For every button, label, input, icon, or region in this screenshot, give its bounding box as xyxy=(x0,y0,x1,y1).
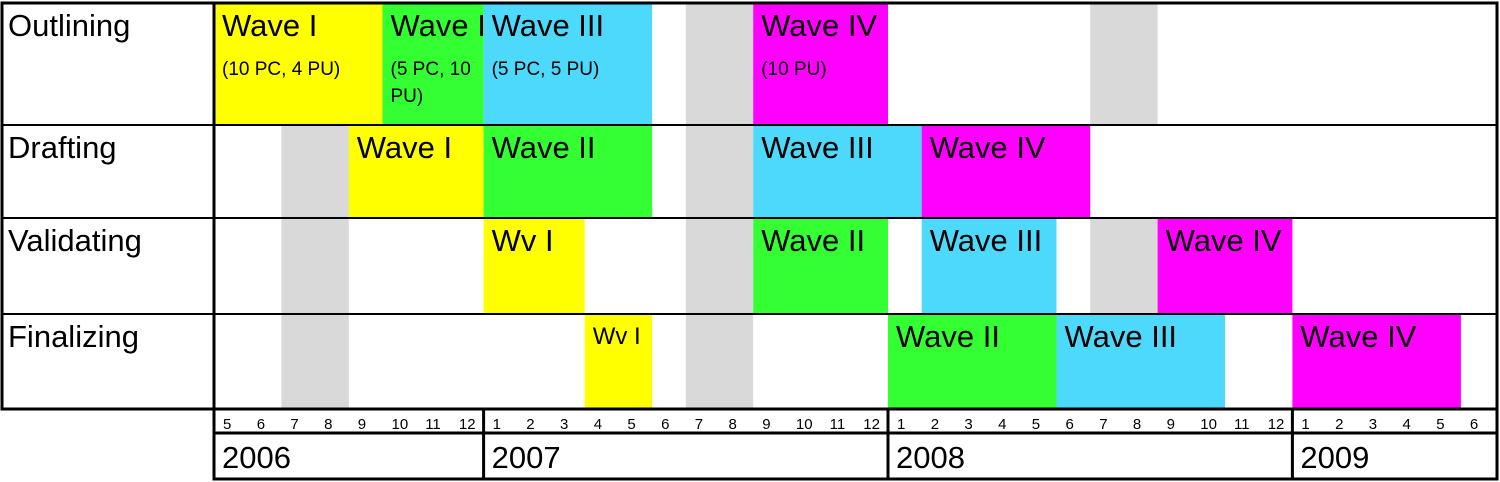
month-label: 11 xyxy=(425,416,441,433)
month-label: 10 xyxy=(1200,416,1217,433)
month-label: 3 xyxy=(560,416,568,433)
month-label: 11 xyxy=(830,416,846,433)
month-label: 5 xyxy=(627,416,635,433)
bar-label: Wave I xyxy=(222,8,317,43)
bar-wave-i xyxy=(214,3,383,125)
shaded-period xyxy=(685,125,754,218)
month-label: 7 xyxy=(290,416,298,433)
month-label: 3 xyxy=(1369,416,1377,433)
shaded-period xyxy=(1090,218,1158,314)
year-label: 2007 xyxy=(492,440,561,475)
shaded-period xyxy=(685,314,754,409)
bar-label: Wave II xyxy=(391,8,495,43)
shaded-period xyxy=(281,125,349,218)
bar-label: Wave IV xyxy=(1300,319,1416,354)
month-label: 9 xyxy=(358,416,366,433)
bar-wave-ii xyxy=(753,218,888,314)
bar-wave-i xyxy=(348,125,484,218)
bar-sublabel: (10 PC, 4 PU) xyxy=(222,59,340,80)
bar-label: Wv I xyxy=(492,223,554,258)
bar-wave-iii xyxy=(483,3,653,125)
month-label: 2 xyxy=(526,416,534,433)
axis-border xyxy=(212,407,1499,481)
row-label: Drafting xyxy=(8,130,117,165)
bar-sublabel: (10 PU) xyxy=(761,59,826,80)
shaded-period xyxy=(281,218,349,314)
bar-wave-iv xyxy=(1292,314,1461,409)
bar-label: Wv I xyxy=(593,323,641,350)
month-label: 8 xyxy=(729,416,737,433)
month-label: 2 xyxy=(931,416,939,433)
month-label: 7 xyxy=(1099,416,1107,433)
month-label: 8 xyxy=(1133,416,1141,433)
month-label: 2 xyxy=(1335,416,1343,433)
bar-label: Wave III xyxy=(492,8,605,43)
bar-label: Wave IV xyxy=(761,8,877,43)
month-label: 10 xyxy=(392,416,409,433)
month-label: 9 xyxy=(762,416,770,433)
month-label: 12 xyxy=(1268,416,1285,433)
shaded-period xyxy=(685,3,754,125)
bar-wave-ii xyxy=(483,125,653,218)
month-label: 1 xyxy=(1301,416,1309,433)
row-label: Outlining xyxy=(8,8,130,43)
bar-label: Wave III xyxy=(761,130,874,165)
month-label: 11 xyxy=(1234,416,1250,433)
month-label: 8 xyxy=(324,416,332,433)
bar-wave-ii xyxy=(888,314,1057,409)
bar-wave-iii xyxy=(1056,314,1225,409)
bar-label: Wave II xyxy=(492,130,596,165)
bar-label: Wave IV xyxy=(1166,223,1282,258)
bar-wave-iv xyxy=(1157,218,1293,314)
bar-sublabel: PU) xyxy=(391,86,424,107)
month-label: 12 xyxy=(459,416,476,433)
month-label: 4 xyxy=(1403,416,1411,433)
month-label: 5 xyxy=(1032,416,1040,433)
month-label: 12 xyxy=(863,416,880,433)
bar-wave-iv xyxy=(921,125,1091,218)
bar-sublabel: (5 PC, 5 PU) xyxy=(492,59,600,80)
month-label: 4 xyxy=(594,416,602,433)
month-label: 5 xyxy=(1436,416,1444,433)
bar-wave-iv xyxy=(753,3,888,125)
bar-label: Wave IV xyxy=(930,130,1046,165)
month-label: 3 xyxy=(964,416,972,433)
bar-wave-iii xyxy=(921,218,1057,314)
row-label: Validating xyxy=(8,223,142,258)
bar-sublabel: (5 PC, 10 xyxy=(391,59,471,80)
month-label: 6 xyxy=(1066,416,1074,433)
bar-label: Wave III xyxy=(930,223,1043,258)
bar-label: Wave I xyxy=(357,130,452,165)
shaded-period xyxy=(281,314,349,409)
year-label: 2009 xyxy=(1300,440,1369,475)
year-label: 2006 xyxy=(222,440,291,475)
bar-label: Wave III xyxy=(1065,319,1178,354)
month-label: 4 xyxy=(998,416,1006,433)
month-label: 9 xyxy=(1167,416,1175,433)
year-label: 2008 xyxy=(896,440,965,475)
row-label: Finalizing xyxy=(8,319,139,354)
bar-label: Wave II xyxy=(896,319,1000,354)
month-label: 1 xyxy=(493,416,501,433)
bar-wave-iii xyxy=(753,125,922,218)
month-label: 1 xyxy=(897,416,905,433)
bar-label: Wave II xyxy=(761,223,865,258)
bar-wave-i xyxy=(584,314,653,409)
month-label: 6 xyxy=(257,416,265,433)
month-label: 6 xyxy=(1470,416,1478,433)
month-label: 6 xyxy=(661,416,669,433)
bar-wave-i xyxy=(483,218,585,314)
shaded-period xyxy=(1090,3,1158,125)
shaded-period xyxy=(685,218,754,314)
month-label: 5 xyxy=(223,416,231,433)
bar-wave-ii xyxy=(382,3,484,125)
month-label: 10 xyxy=(796,416,813,433)
month-label: 7 xyxy=(695,416,703,433)
